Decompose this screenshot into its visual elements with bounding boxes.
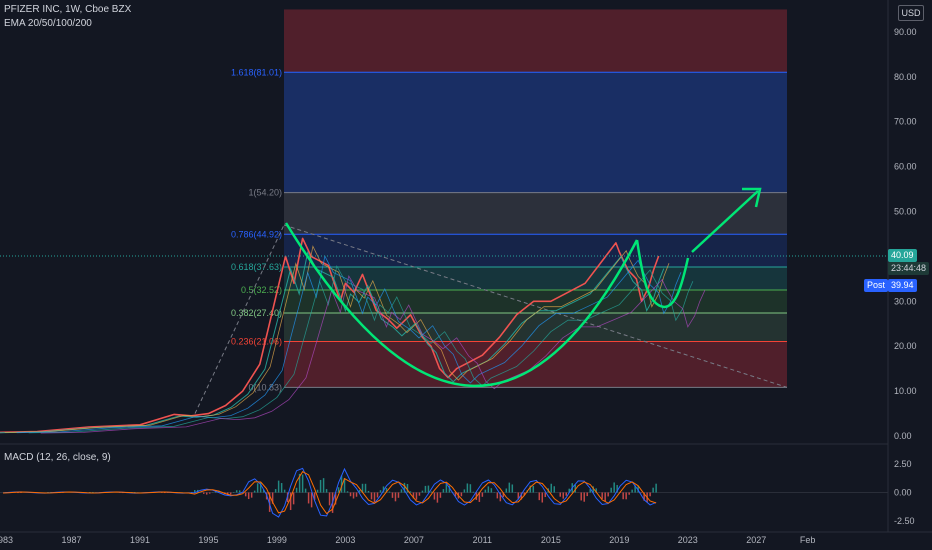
fib-label-3: 0.618(37.63) — [231, 262, 282, 272]
arrow-head — [742, 187, 762, 208]
fib-zone-3 — [284, 234, 787, 268]
time-tick-1: 1987 — [61, 535, 81, 545]
time-tick-12: Feb — [800, 535, 816, 545]
price-tick-7: 20.00 — [894, 341, 917, 351]
indicator-legend: EMA 20/50/100/200 — [4, 18, 92, 29]
time-tick-2: 1991 — [130, 535, 150, 545]
post-market-price: 39.94 — [888, 279, 917, 292]
price-tick-0: 90.00 — [894, 27, 917, 37]
arrow-shaft — [691, 190, 759, 253]
price-tick-9: 0.00 — [894, 431, 912, 441]
time-tick-6: 2007 — [404, 535, 424, 545]
time-tick-9: 2019 — [609, 535, 629, 545]
time-tick-4: 1999 — [267, 535, 287, 545]
fib-zone-0 — [284, 9, 787, 73]
fib-label-1: 1(54.20) — [248, 188, 282, 198]
time-tick-5: 2003 — [335, 535, 355, 545]
macd-tick-0: 2.50 — [894, 459, 912, 469]
time-tick-11: 2027 — [746, 535, 766, 545]
ema-line-2 — [28, 264, 694, 434]
price-tick-2: 70.00 — [894, 117, 917, 127]
time-tick-3: 1995 — [198, 535, 218, 545]
fib-zone-6 — [284, 312, 787, 342]
fib-label-4: 0.5(32.52) — [241, 285, 282, 295]
ema-line-3 — [40, 274, 706, 434]
price-series-line — [0, 237, 660, 434]
fib-label-0: 1.618(81.01) — [231, 67, 282, 77]
handle-drawing — [635, 239, 690, 309]
price-series-shadow — [0, 250, 665, 434]
macd-tick-2: -2.50 — [894, 516, 915, 526]
fib-label-7: 0(10.83) — [248, 382, 282, 392]
fib-zone-4 — [284, 267, 787, 290]
ema-line-0 — [4, 245, 670, 433]
signal-line — [2, 471, 657, 515]
fib-label-6: 0.236(21.06) — [231, 336, 282, 346]
time-tick-8: 2015 — [541, 535, 561, 545]
fib-label-5: 0.382(27.40) — [231, 308, 282, 318]
fib-zone-1 — [284, 72, 787, 193]
price-tick-1: 80.00 — [894, 72, 917, 82]
currency-button[interactable]: USD — [898, 5, 924, 21]
time-tick-7: 2011 — [473, 535, 492, 545]
macd-legend: MACD (12, 26, close, 9) — [4, 452, 111, 463]
post-market-label: Post — [864, 279, 889, 292]
price-tick-4: 50.00 — [894, 207, 917, 217]
last-price-tag: 40.09 — [888, 249, 917, 262]
price-tick-8: 10.00 — [894, 386, 917, 396]
cup-drawing — [284, 222, 639, 388]
macd-tick-1: 0.00 — [894, 488, 912, 498]
price-tick-6: 30.00 — [894, 296, 917, 306]
ema-line-1 — [16, 255, 682, 434]
countdown-tag: 23:44:48 — [888, 262, 930, 275]
fib-zone-2 — [284, 192, 787, 235]
time-tick-0: 1983 — [0, 535, 13, 545]
chart-title: PFIZER INC, 1W, Cboe BZX — [4, 4, 132, 15]
time-tick-10: 2023 — [678, 535, 698, 545]
fib-label-2: 0.786(44.92) — [231, 229, 282, 239]
price-tick-3: 60.00 — [894, 162, 917, 172]
